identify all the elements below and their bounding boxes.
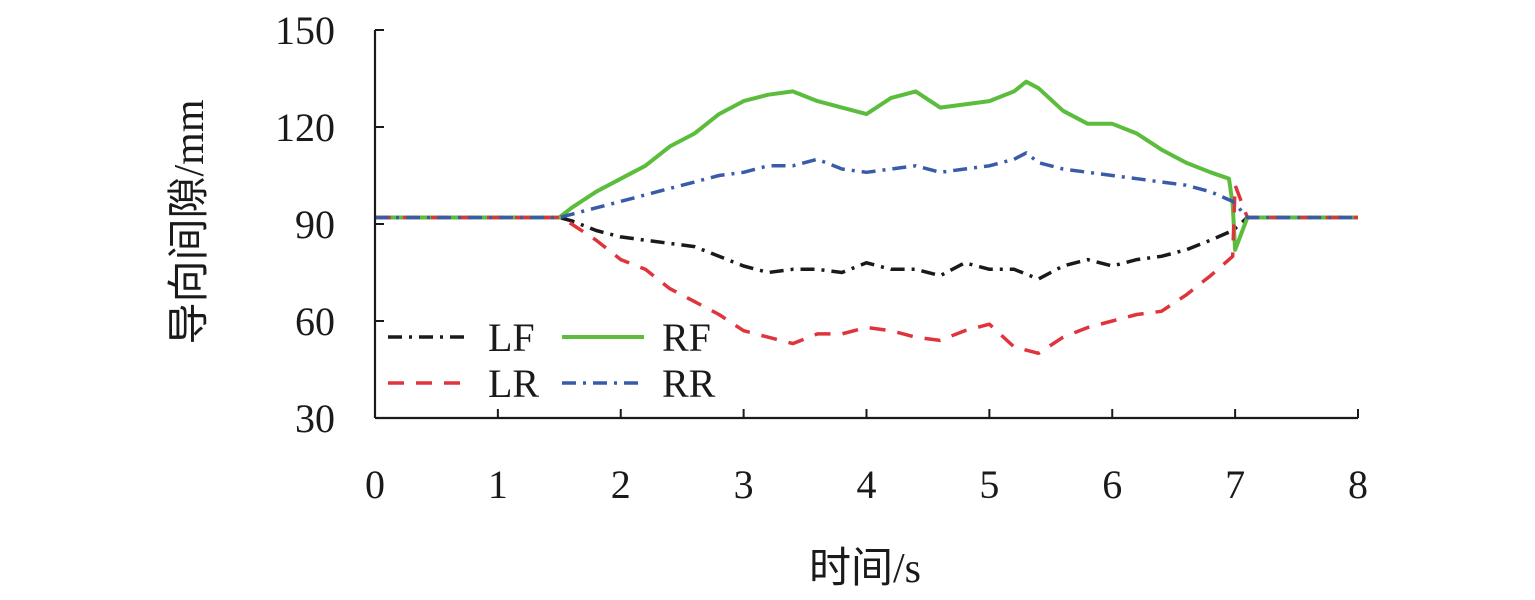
y-tick-label: 120	[275, 105, 335, 150]
y-axis-title: 导向间隙/mm	[167, 99, 213, 344]
x-tick-label: 5	[979, 462, 999, 507]
y-tick-labels: 30 60 90 120 150	[275, 8, 335, 441]
legend-label-rr: RR	[662, 361, 716, 406]
x-tick-label: 8	[1348, 462, 1368, 507]
legend-label-lf: LF	[488, 315, 535, 360]
series-line-lf	[375, 215, 1358, 281]
x-tick-labels: 0 1 2 3 4 5 6 7 8	[365, 462, 1368, 507]
y-tick-label: 30	[295, 396, 335, 441]
legend: LF RF LR RR	[388, 315, 716, 406]
legend-label-rf: RF	[662, 315, 711, 360]
plot-area	[375, 79, 1358, 356]
series-line-lr	[375, 183, 1358, 356]
x-tick-label: 7	[1225, 462, 1245, 507]
x-tick-label: 4	[857, 462, 877, 507]
y-tick-label: 150	[275, 8, 335, 53]
series-line-rr	[375, 151, 1358, 220]
x-tick-label: 2	[611, 462, 631, 507]
x-tick-label: 6	[1102, 462, 1122, 507]
y-tick-label: 90	[295, 202, 335, 247]
series-line-rf	[375, 79, 1358, 252]
x-tick-label: 0	[365, 462, 385, 507]
legend-label-lr: LR	[488, 361, 539, 406]
axes	[373, 29, 1359, 420]
x-axis-title: 时间/s	[809, 546, 921, 592]
x-tick-label: 3	[734, 462, 754, 507]
x-tick-label: 1	[488, 462, 508, 507]
y-tick-label: 60	[295, 299, 335, 344]
